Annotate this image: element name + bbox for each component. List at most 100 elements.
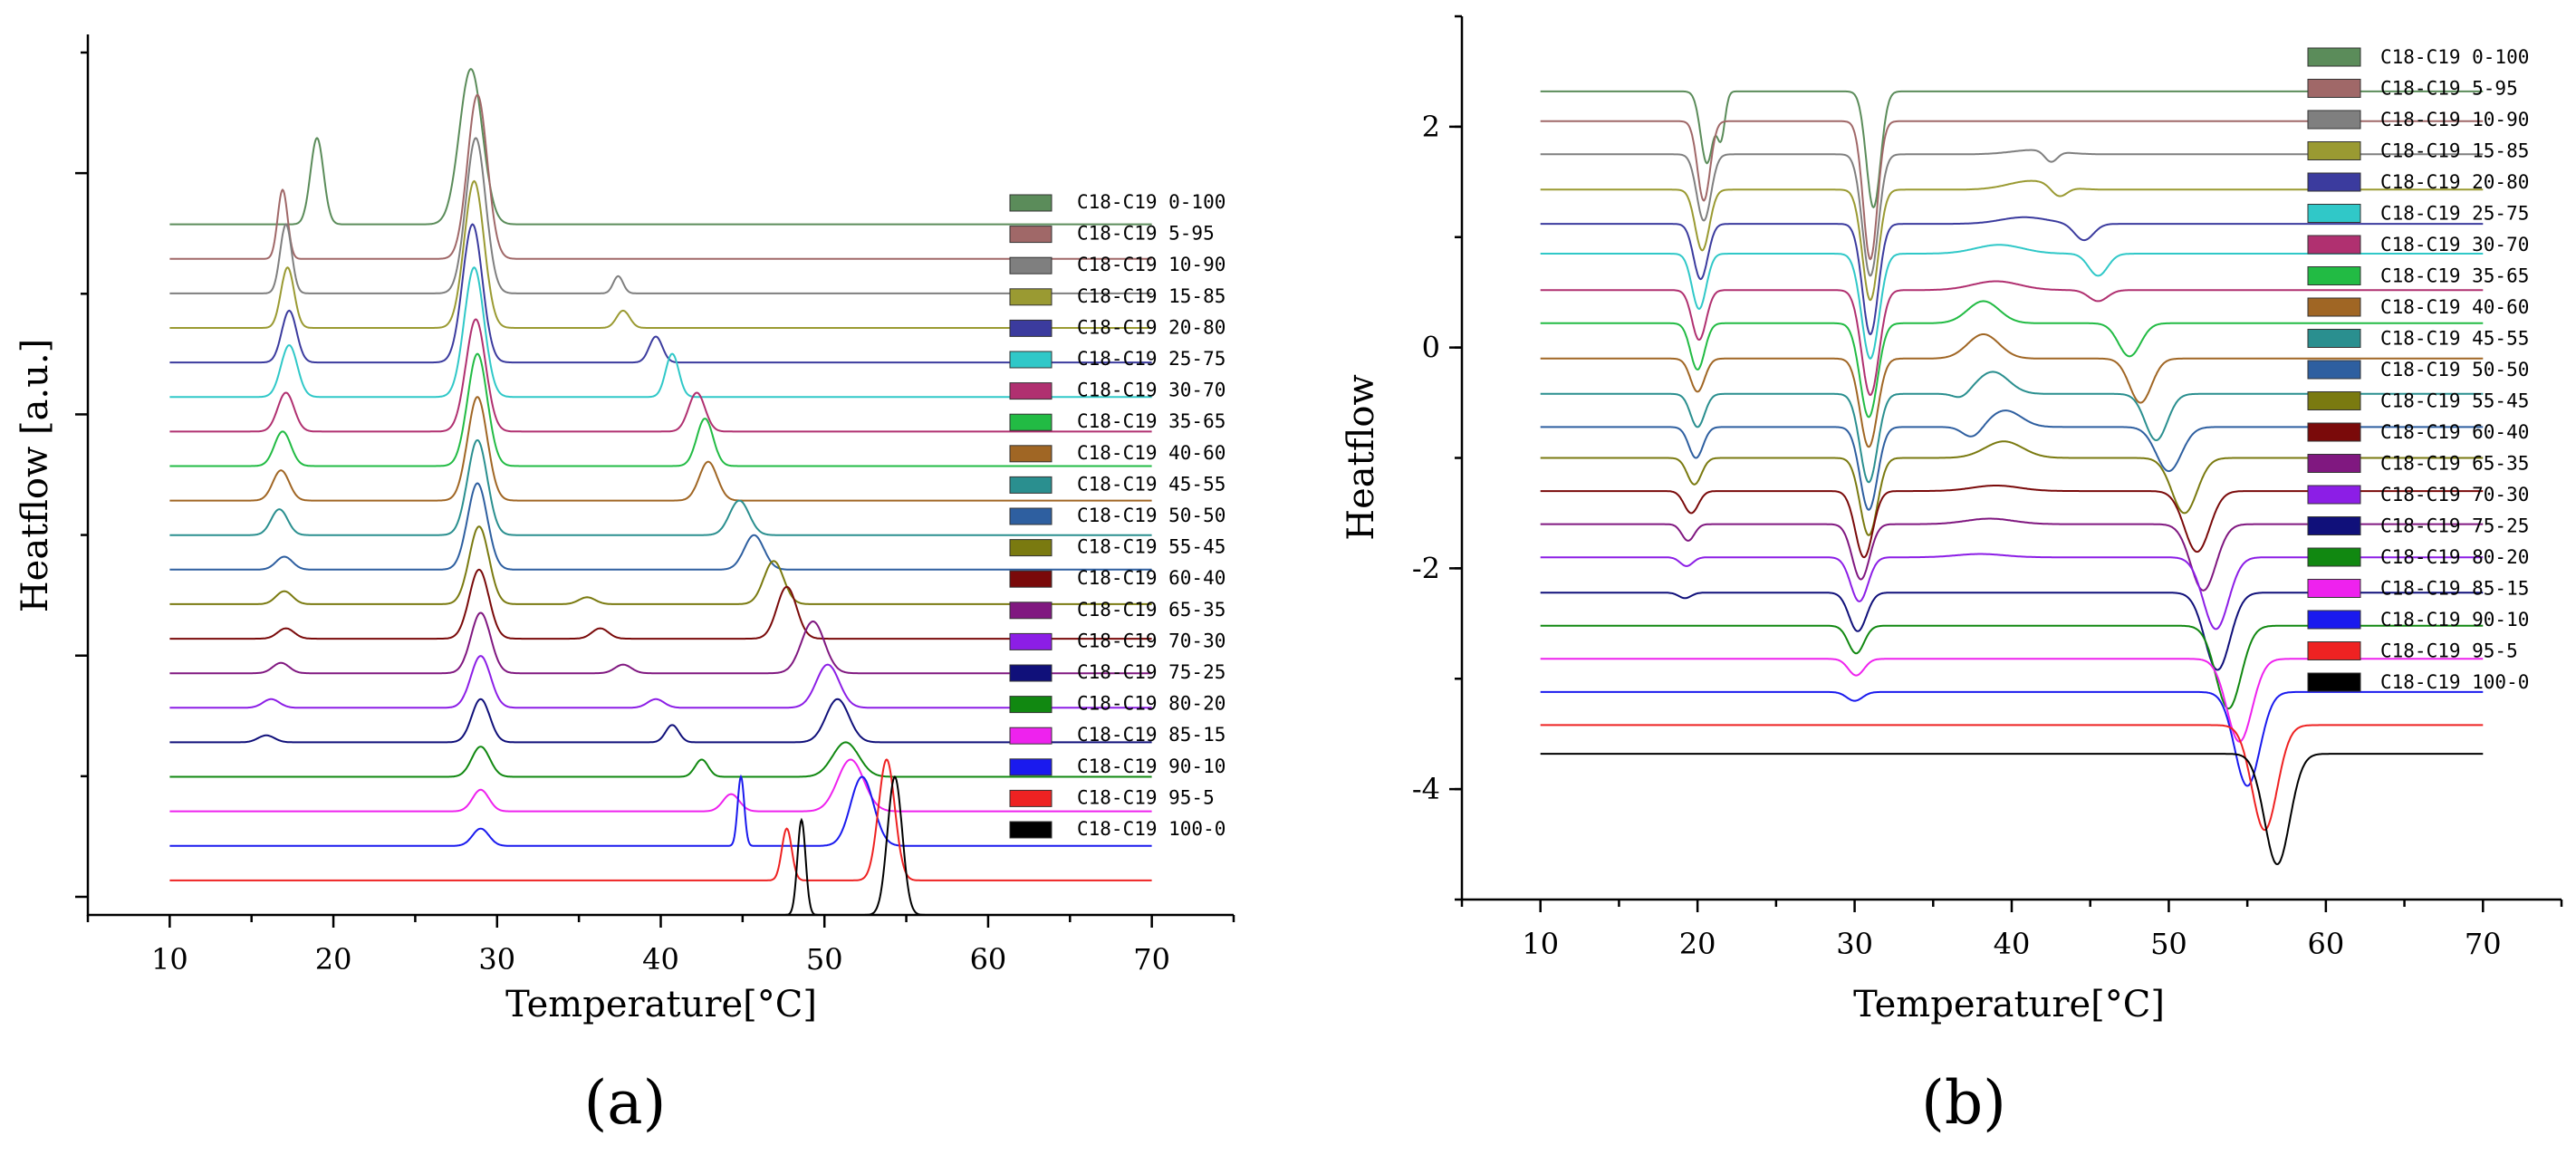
panel-label-b: (b) — [1921, 1068, 2006, 1138]
series-line — [1540, 280, 2484, 397]
legend-swatch — [2307, 672, 2361, 692]
series-line — [1540, 333, 2484, 448]
legend-label: C18-C19 45-55 — [2380, 328, 2529, 350]
legend-label: C18-C19 10-90 — [2380, 109, 2529, 130]
legend-label: C18-C19 0-100 — [2380, 46, 2529, 68]
legend-swatch — [1009, 226, 1053, 244]
series-line — [169, 525, 1152, 605]
x-tick-label: 30 — [478, 942, 515, 977]
x-tick-label: 20 — [315, 942, 352, 977]
series-line — [169, 266, 1152, 399]
series-line — [169, 741, 1152, 778]
legend-label: C18-C19 70-30 — [2380, 484, 2529, 505]
legend-label: C18-C19 20-80 — [1077, 316, 1226, 338]
legend-label: C18-C19 40-60 — [1077, 442, 1226, 464]
y-tick-label: -2 — [1412, 551, 1440, 585]
series-line — [169, 758, 1152, 881]
legend-label: C18-C19 85-15 — [1077, 724, 1226, 746]
legend-label: C18-C19 20-80 — [2380, 171, 2529, 193]
legend-swatch — [2307, 391, 2361, 410]
series-line — [1540, 658, 2484, 743]
legend-swatch — [2307, 485, 2361, 505]
series-line — [1540, 724, 2484, 832]
legend-label: C18-C19 55-45 — [2380, 390, 2529, 412]
legend-swatch — [1009, 288, 1053, 306]
x-tick-label: 70 — [2465, 927, 2502, 961]
legend-swatch — [1009, 256, 1053, 274]
series-line — [1540, 300, 2484, 419]
legend-swatch — [2307, 266, 2361, 285]
y-axis-a — [75, 51, 88, 899]
legend-swatch — [1009, 413, 1053, 431]
x-axis-title-b: Temperature[°C] — [1853, 984, 2165, 1025]
x-axis-title-a: Temperature[°C] — [505, 984, 817, 1025]
series-line — [169, 352, 1152, 467]
legend-label: C18-C19 60-40 — [2380, 421, 2529, 443]
legend-swatch — [2307, 297, 2361, 317]
chart-panel-a: 10 20 30 40 50 60 70 C18-C19 0-100 C18-C19 5-95… — [14, 34, 1235, 1138]
y-axis-b: 2 0 -2 -4 — [1412, 14, 1462, 901]
legend-swatch — [1009, 758, 1053, 776]
legend-label: C18-C19 70-30 — [1077, 630, 1226, 651]
legend-swatch — [1009, 664, 1053, 682]
series-line — [169, 758, 1152, 813]
series-line — [169, 396, 1152, 502]
curves-a — [169, 67, 1152, 916]
legend-swatch — [1009, 570, 1053, 588]
legend-label: C18-C19 60-40 — [1077, 567, 1226, 589]
legend-swatch — [1009, 445, 1053, 463]
legend-label: C18-C19 40-60 — [2380, 296, 2529, 318]
legend-swatch — [1009, 351, 1053, 369]
series-line — [169, 655, 1152, 709]
series-line — [169, 137, 1152, 294]
legend-label: C18-C19 15-85 — [2380, 140, 2529, 162]
x-tick-label: 10 — [1522, 927, 1559, 961]
legend-swatch — [1009, 539, 1053, 557]
series-line — [1540, 624, 2484, 710]
legend-label: C18-C19 10-90 — [1077, 254, 1226, 275]
series-line — [169, 223, 1152, 364]
legend-label: C18-C19 50-50 — [2380, 359, 2529, 380]
x-tick-label: 50 — [806, 942, 843, 977]
y-tick-label: -4 — [1412, 772, 1440, 806]
curves-b — [1540, 90, 2484, 866]
series-line — [169, 482, 1152, 571]
legend-label: C18-C19 25-75 — [2380, 203, 2529, 225]
y-axis-title-b: Heatflow — [1341, 374, 1382, 540]
legend-label: C18-C19 80-20 — [1077, 693, 1226, 715]
legend-swatch — [2307, 47, 2361, 67]
x-tick-label: 70 — [1133, 942, 1170, 977]
series-line — [169, 318, 1152, 433]
plot-frame-a — [86, 34, 1234, 917]
legend-swatch — [2307, 422, 2361, 442]
legend-label: C18-C19 30-70 — [2380, 234, 2529, 255]
legend-label: C18-C19 50-50 — [1077, 505, 1226, 526]
legend-swatch — [1009, 727, 1053, 745]
legend-swatch — [2307, 454, 2361, 473]
legend-label: C18-C19 65-35 — [1077, 599, 1226, 621]
legend-swatch — [1009, 632, 1053, 650]
legend-swatch — [2307, 79, 2361, 98]
legend-label: C18-C19 0-100 — [1077, 191, 1226, 213]
legend-label: C18-C19 5-95 — [2380, 78, 2518, 100]
legend-label: C18-C19 30-70 — [1077, 380, 1226, 401]
legend-label: C18-C19 35-65 — [2380, 265, 2529, 287]
x-tick-label: 40 — [642, 942, 679, 977]
legend-swatch — [1009, 602, 1053, 620]
legend-swatch — [2307, 360, 2361, 380]
series-line — [1540, 690, 2484, 787]
legend-swatch — [1009, 821, 1053, 839]
legend-swatch — [2307, 329, 2361, 348]
legend-label: C18-C19 85-15 — [2380, 578, 2529, 600]
series-line — [1540, 753, 2484, 866]
series-line — [169, 775, 1152, 916]
legend-label: C18-C19 65-35 — [2380, 453, 2529, 475]
legend-swatch — [2307, 235, 2361, 255]
x-tick-label: 20 — [1679, 927, 1716, 961]
legend-swatch — [1009, 194, 1053, 212]
legend-a: C18-C19 0-100 C18-C19 5-95 C18-C19 10-90 C1… — [1009, 191, 1226, 840]
legend-label: C18-C19 80-20 — [2380, 546, 2529, 568]
series-line — [169, 611, 1152, 675]
legend-label: C18-C19 90-10 — [2380, 609, 2529, 630]
